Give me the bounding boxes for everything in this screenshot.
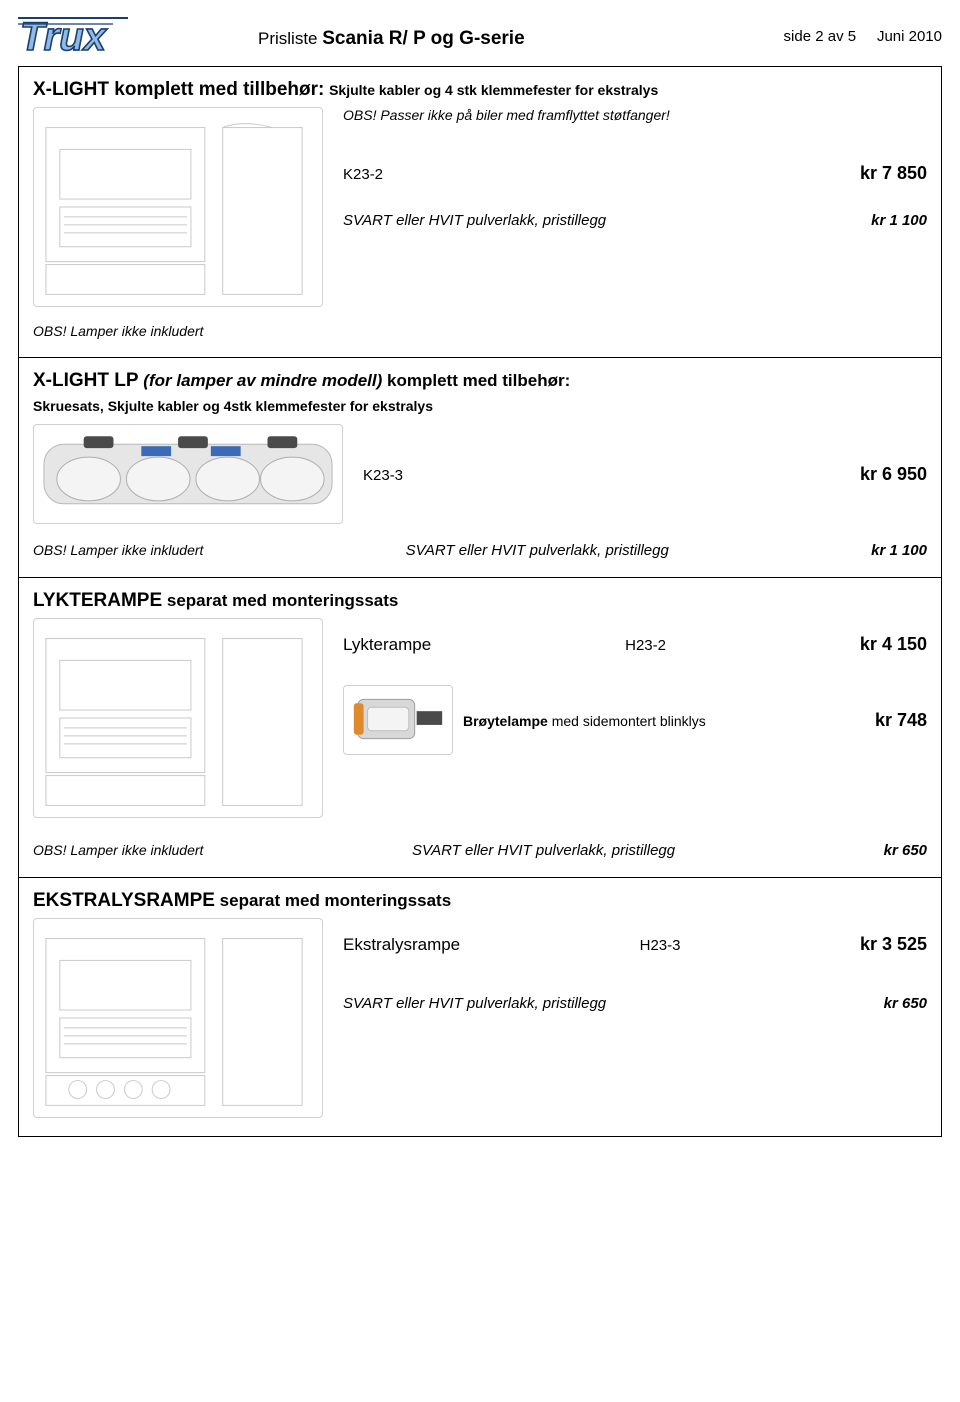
xlightlp-title: X-LIGHT LP (for lamper av mindre modell)… <box>33 370 927 392</box>
plow-lamp-image <box>343 685 453 755</box>
xlight-obs2: OBS! Lamper ikke inkludert <box>33 323 927 339</box>
truck-ekstralys-image <box>33 918 323 1118</box>
xlight-title: X-LIGHT komplett med tillbehør: Skjulte … <box>33 79 927 101</box>
xlight-title-big: X-LIGHT <box>33 79 109 100</box>
ekstralys-item-price: kr 3 525 <box>860 934 927 955</box>
lykterampe-obs: OBS! Lamper ikke inkludert <box>33 842 203 858</box>
lightbar-image <box>33 424 343 524</box>
model-name: Scania R/ P og G-serie <box>322 28 524 49</box>
lykterampe-title-big: LYKTERAMPE <box>33 590 162 611</box>
ekstralys-title-big: EKSTRALYSRAMPE <box>33 890 215 911</box>
ekstralys-title: EKSTRALYSRAMPE separat med monteringssat… <box>33 890 927 912</box>
content-frame: X-LIGHT komplett med tillbehør: Skjulte … <box>18 66 942 1137</box>
xlight-subtitle: Skjulte kabler og 4 stk klemmefester for… <box>329 82 658 98</box>
truck-front-side-image <box>33 107 323 307</box>
lykterampe-item-label: Lykterampe <box>343 635 431 655</box>
xlight-code: K23-2 <box>343 166 383 183</box>
xlightlp-title-paren: (for lamper av mindre modell) <box>143 371 382 390</box>
plow-label: Brøytelampe <box>463 713 548 729</box>
lykterampe-title-rest: separat med monteringssats <box>162 591 398 610</box>
lykterampe-footer: OBS! Lamper ikke inkludert SVART eller H… <box>33 842 927 859</box>
lykterampe-item-price: kr 4 150 <box>860 634 927 655</box>
xlight-surcharge-label: SVART eller HVIT pulverlakk, pristillegg <box>343 212 606 229</box>
xlight-surcharge-price: kr 1 100 <box>871 212 927 229</box>
section-xlight-lp: X-LIGHT LP (for lamper av mindre modell)… <box>19 358 941 578</box>
ekstralys-surcharge-price: kr 650 <box>884 995 927 1012</box>
xlightlp-price-row: K23-3 kr 6 950 <box>363 464 927 485</box>
lykterampe-surcharge-price: kr 650 <box>884 842 927 859</box>
plow-label-wrap: Brøytelampe med sidemontert blinklys <box>463 713 706 729</box>
xlight-obs1: OBS! Passer ikke på biler med framflytte… <box>343 107 927 123</box>
xlight-price-row: K23-2 kr 7 850 <box>343 163 927 184</box>
ekstralys-item-row: Ekstralysrampe H23-3 kr 3 525 <box>343 934 927 955</box>
xlight-right-col: OBS! Passer ikke på biler med framflytte… <box>323 107 927 235</box>
xlightlp-row: K23-3 kr 6 950 <box>33 414 927 534</box>
ekstralys-surcharge-row: SVART eller HVIT pulverlakk, pristillegg… <box>343 995 927 1012</box>
xlight-surcharge-row: SVART eller HVIT pulverlakk, pristillegg… <box>343 212 927 229</box>
xlightlp-code: K23-3 <box>363 467 403 484</box>
xlightlp-subtitle: Skruesats, Skjulte kabler og 4stk klemme… <box>33 398 927 414</box>
page: Trux Prisliste Scania R/ P og G-serie si… <box>0 0 960 1157</box>
xlightlp-footer: OBS! Lamper ikke inkludert SVART eller H… <box>33 542 927 559</box>
plow-rest: med sidemontert blinklys <box>548 713 706 729</box>
section-ekstralys: EKSTRALYSRAMPE separat med monteringssat… <box>19 878 941 1136</box>
xlightlp-title-big: X-LIGHT LP <box>33 370 139 391</box>
xlight-row: OBS! Passer ikke på biler med framflytte… <box>33 107 927 307</box>
svg-text:Trux: Trux <box>20 15 108 59</box>
header-date: Juni 2010 <box>877 28 942 45</box>
xlightlp-surcharge-label: SVART eller HVIT pulverlakk, pristillegg <box>203 542 871 559</box>
ekstralys-title-rest: separat med monteringssats <box>215 891 451 910</box>
lykterampe-item-code: H23-2 <box>625 637 666 654</box>
lykterampe-surcharge-label: SVART eller HVIT pulverlakk, pristillegg <box>203 842 883 859</box>
page-info: side 2 av 5 <box>784 28 857 45</box>
header-meta: side 2 av 5 Juni 2010 <box>784 12 942 45</box>
section-xlight: X-LIGHT komplett med tillbehør: Skjulte … <box>19 67 941 358</box>
ekstralys-row: Ekstralysrampe H23-3 kr 3 525 SVART elle… <box>33 918 927 1118</box>
xlight-image-wrap <box>33 107 323 307</box>
truck-lykterampe-image <box>33 618 323 818</box>
page-header: Trux Prisliste Scania R/ P og G-serie si… <box>18 12 942 60</box>
plow-text-col: Brøytelampe med sidemontert blinklys kr … <box>453 704 927 737</box>
prisliste-label: Prisliste <box>258 29 318 48</box>
plow-row: Brøytelampe med sidemontert blinklys kr … <box>343 685 927 755</box>
xlightlp-title-rest: komplett med tilbehør: <box>382 371 570 390</box>
xlightlp-obs: OBS! Lamper ikke inkludert <box>33 542 203 558</box>
section-lykterampe: LYKTERAMPE separat med monteringssats <box>19 578 941 878</box>
lykterampe-right-col: Lykterampe H23-2 kr 4 150 <box>323 618 927 755</box>
ekstralys-surcharge-label: SVART eller HVIT pulverlakk, pristillegg <box>343 995 606 1012</box>
ekstralys-item-code: H23-3 <box>640 937 681 954</box>
plow-price-row: Brøytelampe med sidemontert blinklys kr … <box>463 710 927 731</box>
lykterampe-title: LYKTERAMPE separat med monteringssats <box>33 590 927 612</box>
ekstralys-right-col: Ekstralysrampe H23-3 kr 3 525 SVART elle… <box>323 918 927 1018</box>
trux-logo: Trux <box>18 12 218 60</box>
header-title: Prisliste Scania R/ P og G-serie <box>258 12 784 50</box>
xlightlp-price: kr 6 950 <box>860 464 927 485</box>
xlightlp-surcharge-price: kr 1 100 <box>871 542 927 559</box>
plow-price: kr 748 <box>875 710 927 731</box>
xlightlp-right-col: K23-3 kr 6 950 <box>343 458 927 491</box>
xlight-price: kr 7 850 <box>860 163 927 184</box>
lykterampe-row: Lykterampe H23-2 kr 4 150 <box>33 618 927 818</box>
lykterampe-item-row: Lykterampe H23-2 kr 4 150 <box>343 634 927 655</box>
xlight-title-rest: komplett med tillbehør: <box>109 79 324 100</box>
ekstralys-item-label: Ekstralysrampe <box>343 935 460 955</box>
